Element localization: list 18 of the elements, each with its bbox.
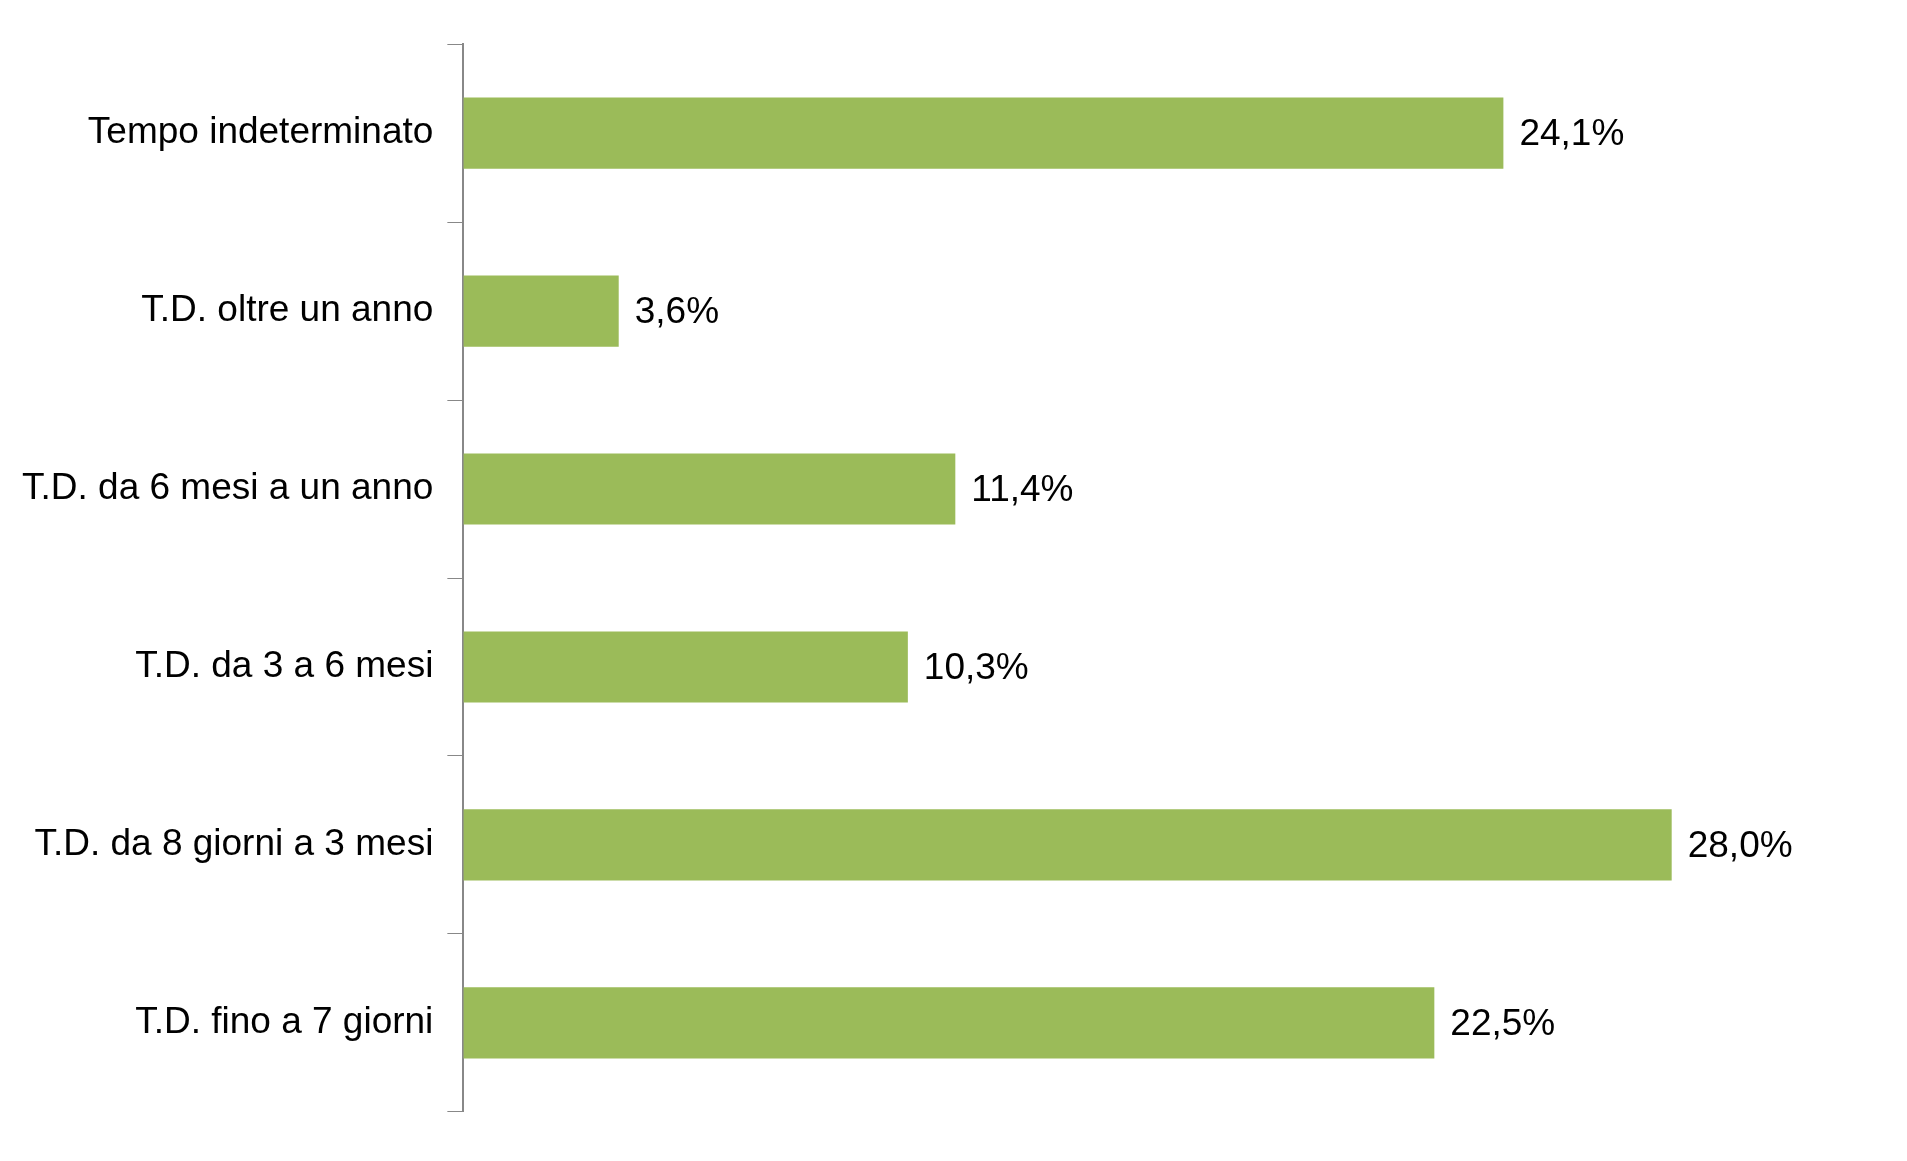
bar [463,97,1504,169]
bar [463,453,956,525]
data-label: 11,4% [971,468,1074,510]
data-label: 22,5% [1450,1002,1556,1044]
bar [463,809,1672,881]
y-tick-label: Tempo indeterminato [87,110,434,152]
y-tick-label: T.D. fino a 7 giorni [135,1000,434,1042]
y-tick-label: T.D. oltre un anno [141,288,434,330]
data-label: 3,6% [634,290,720,332]
data-label: 28,0% [1687,824,1793,866]
y-tick-label: T.D. da 6 mesi a un anno [21,466,434,508]
bar [463,631,908,703]
bar [463,987,1435,1059]
data-label: 24,1% [1519,112,1625,154]
y-tick-label: T.D. da 3 a 6 mesi [135,644,434,686]
data-label: 10,3% [923,646,1029,688]
bar [463,275,619,347]
y-tick-label: T.D. da 8 giorni a 3 mesi [34,822,434,864]
